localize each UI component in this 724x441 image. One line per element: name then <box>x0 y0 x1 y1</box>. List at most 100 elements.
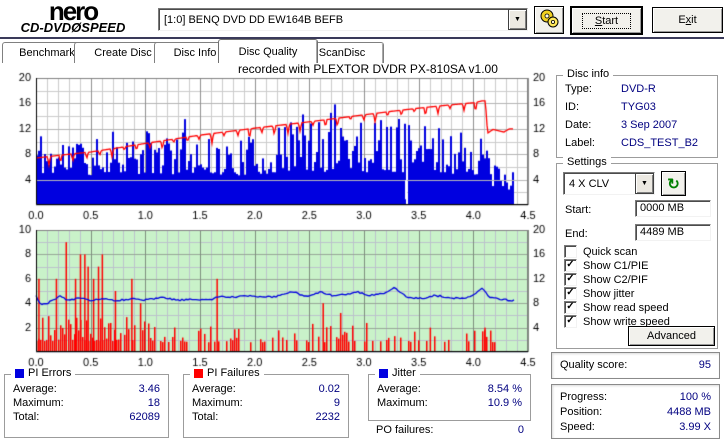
disc-info-label: ID: <box>565 101 580 113</box>
stat-value: 9 <box>333 397 340 409</box>
checkbox-quick-scan[interactable]: Quick scan <box>564 245 637 258</box>
checkbox-label: Show C2/PIF <box>583 273 648 286</box>
pi-errors-title: PI Errors <box>28 367 72 379</box>
start-button[interactable]: Start <box>570 6 643 35</box>
stat-row: Average: 8.54 % <box>377 383 522 396</box>
stat-label: Maximum: <box>377 397 428 409</box>
start-button-label: Start <box>581 12 632 29</box>
exit-button[interactable]: Exit <box>652 7 723 33</box>
stat-row: Maximum: 9 <box>192 397 340 410</box>
disc-hand-icon <box>539 9 559 31</box>
exit-underline: x <box>685 14 692 26</box>
disc-info-label: Date: <box>565 119 592 131</box>
chevron-down-icon[interactable]: ▼ <box>508 9 527 30</box>
progress-label: Progress: <box>560 391 608 403</box>
chevron-down-icon[interactable]: ▼ <box>635 173 654 194</box>
stat-value: 0.02 <box>318 383 340 395</box>
position-row: Position: 4488 MB <box>560 406 711 419</box>
checkbox-label: Show C1/PIE <box>583 259 649 272</box>
scan-speed-value: 4 X CLV <box>569 177 610 190</box>
disc-info-row: Label: CDS_TEST_B2 <box>565 137 709 150</box>
refresh-icon: ↻ <box>667 175 680 193</box>
checkbox-icon[interactable]: ✓ <box>564 301 577 314</box>
settings-legend: Settings <box>563 156 611 168</box>
start-field-label: Start: <box>565 204 592 216</box>
checkbox-icon[interactable]: ✓ <box>564 259 577 272</box>
checkbox-show-write-speed[interactable]: ✓ Show write speed <box>564 315 670 328</box>
settings-title: Settings <box>567 156 607 168</box>
quality-score-label: Quality score: <box>560 359 628 371</box>
pi-errors-chart-canvas <box>0 70 548 222</box>
pi-errors-swatch-icon <box>15 368 24 378</box>
stat-row: Average: 0.02 <box>192 383 340 396</box>
checkbox-show-jitter[interactable]: ✓ Show jitter <box>564 287 634 300</box>
exit-pre: E <box>678 14 686 26</box>
drive-select[interactable]: [1:0] BENQ DVD DD EW164B BEFB ▼ <box>158 8 528 31</box>
disc-info-row: Type: DVD-R <box>565 83 709 96</box>
stat-value: 3.46 <box>138 383 160 395</box>
stat-row: Total: 62089 <box>13 411 160 424</box>
disc-info-row: ID: TYG03 <box>565 101 709 114</box>
disc-info-title: Disc info <box>567 68 610 80</box>
disc-info-legend: Disc info <box>563 68 614 80</box>
tab-scandisc[interactable]: ScanDisc <box>300 42 384 63</box>
start-mb-input[interactable]: 0000 MB <box>635 200 711 217</box>
toolbar: nero CD-DVDØSPEED [1:0] BENQ DVD DD EW16… <box>0 0 724 39</box>
stat-value: 8.54 % <box>487 383 522 395</box>
start-underline: S <box>594 14 603 27</box>
progress-row: Progress: 100 % <box>560 391 711 404</box>
start-rest: tart <box>602 14 619 27</box>
checkbox-icon[interactable]: ✓ <box>564 315 577 328</box>
exit-rest: it <box>691 14 697 26</box>
drive-select-value: [1:0] BENQ DVD DD EW164B BEFB <box>164 13 344 26</box>
tab-benchmark[interactable]: Benchmark <box>2 42 92 63</box>
scan-speed-select[interactable]: 4 X CLV ▼ <box>563 172 655 195</box>
quality-score-row: Quality score: 95 <box>560 359 711 372</box>
pi-failures-jitter-chart-canvas <box>0 222 548 368</box>
pi-failures-swatch-icon <box>194 368 203 378</box>
tab-disc-info-label: Disc Info <box>173 47 217 59</box>
tab-disc-quality[interactable]: Disc Quality <box>218 39 318 63</box>
pi-failures-legend: PI Failures <box>190 367 264 379</box>
settings-groupbox: Settings 4 X CLV ▼ ↻ Start: 0000 MB End:… <box>556 156 718 349</box>
checkbox-icon[interactable] <box>564 245 577 258</box>
disc-info-value: 3 Sep 2007 <box>621 119 678 131</box>
disc-info-label: Label: <box>565 137 595 149</box>
checkbox-show-c2-pif[interactable]: ✓ Show C2/PIF <box>564 273 648 286</box>
select-disc-button[interactable] <box>534 6 564 34</box>
tab-benchmark-label: Benchmark <box>19 47 75 59</box>
tab-create-disc[interactable]: Create Disc <box>74 42 172 63</box>
stat-label: Maximum: <box>192 397 243 409</box>
po-failures-row: PO failures: 0 <box>376 424 524 437</box>
stat-row: Total: 2232 <box>192 411 340 424</box>
jitter-swatch-icon <box>379 368 388 378</box>
tab-disc-quality-label: Disc Quality <box>238 45 298 58</box>
stat-label: Average: <box>13 383 57 395</box>
position-value: 4488 MB <box>666 406 711 418</box>
checkbox-icon[interactable]: ✓ <box>564 273 577 286</box>
stat-value: 2232 <box>315 411 340 423</box>
po-failures-value: 0 <box>517 424 524 436</box>
speed-value: 3.99 X <box>679 421 711 433</box>
stat-value: 10.9 % <box>487 397 522 409</box>
speed-label: Speed: <box>560 421 595 433</box>
stat-value: 62089 <box>129 411 160 423</box>
progress-box: Progress: 100 % Position: 4488 MB Speed:… <box>551 384 720 439</box>
logo-text-cdspeed: CD-DVDØSPEED <box>20 20 126 35</box>
stat-value: 18 <box>147 397 160 409</box>
checkbox-label: Show read speed <box>583 301 669 314</box>
refresh-button[interactable]: ↻ <box>661 171 686 196</box>
checkbox-show-read-speed[interactable]: ✓ Show read speed <box>564 301 669 314</box>
checkbox-label: Show jitter <box>583 287 635 300</box>
stat-row: Maximum: 18 <box>13 397 160 410</box>
checkbox-label: Quick scan <box>583 245 638 258</box>
pi-errors-legend: PI Errors <box>11 367 76 379</box>
checkbox-show-c1-pie[interactable]: ✓ Show C1/PIE <box>564 259 648 272</box>
end-field-label: End: <box>565 228 588 240</box>
checkbox-icon[interactable]: ✓ <box>564 287 577 300</box>
tab-create-disc-label: Create Disc <box>94 47 152 59</box>
nero-logo: nero CD-DVDØSPEED <box>2 0 144 35</box>
quality-score-value: 95 <box>698 359 711 371</box>
advanced-button[interactable]: Advanced <box>628 326 715 346</box>
end-mb-input[interactable]: 4489 MB <box>635 224 711 241</box>
